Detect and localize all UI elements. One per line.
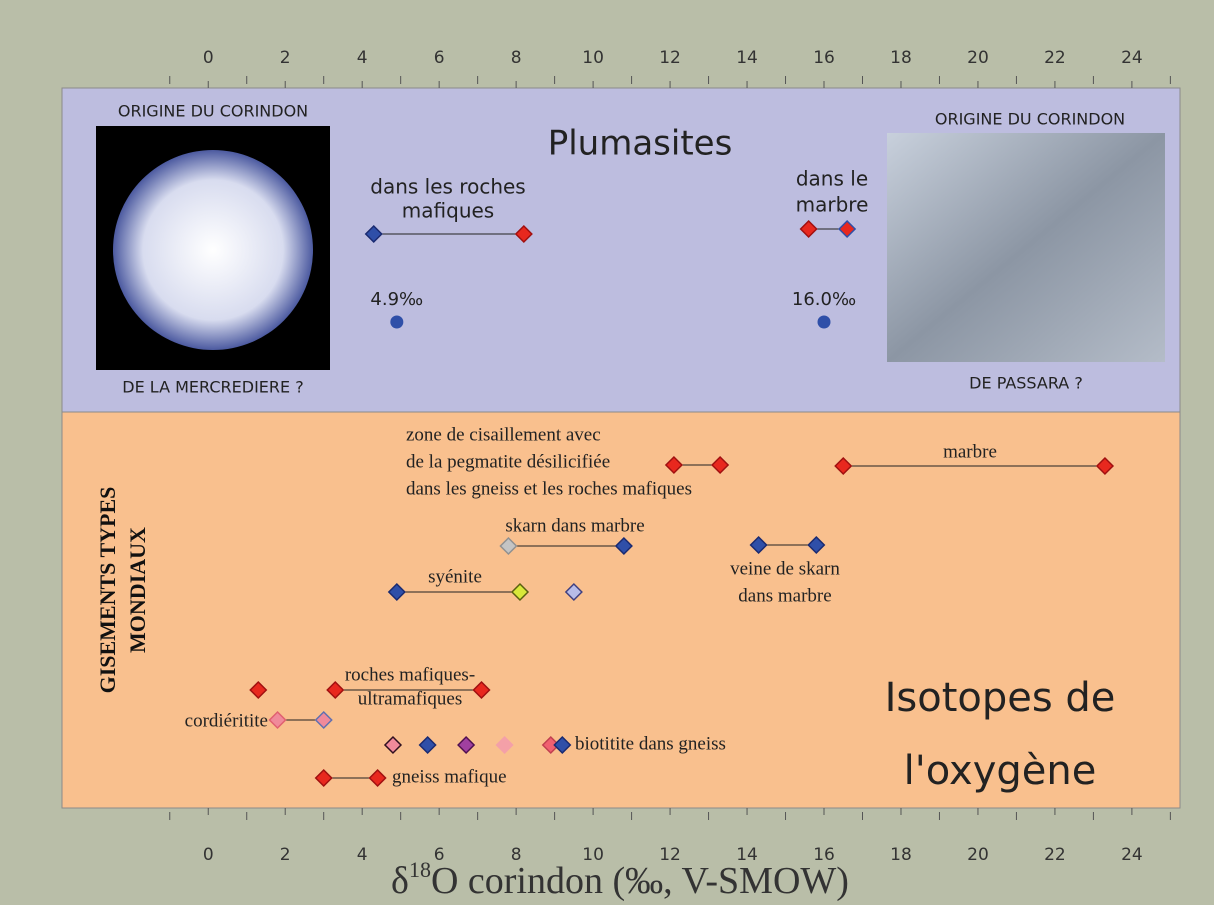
group-label: dans marbre <box>738 585 831 606</box>
data-point <box>314 768 333 788</box>
group-label: dans les gneiss et les roches mafiques <box>406 478 692 499</box>
group-label: syénite <box>428 566 482 587</box>
group-label: skarn dans marbre <box>505 515 644 536</box>
marker-label: 4.9‰ <box>370 289 423 310</box>
data-point <box>614 536 633 556</box>
image-caption: DE PASSARA ? <box>969 374 1083 393</box>
group-label: zone de cisaillement avec <box>406 424 601 445</box>
x-tick-label: 16 <box>813 845 835 865</box>
data-point <box>457 735 476 755</box>
x-tick-label: 22 <box>1044 845 1066 865</box>
group-label: marbre <box>796 193 869 217</box>
marker-label: 16.0‰ <box>792 289 856 310</box>
x-tick-label: 20 <box>967 845 989 865</box>
x-tick-label: 6 <box>434 48 445 68</box>
image-caption: ORIGINE DU CORINDON <box>935 110 1125 129</box>
group-label: marbre <box>943 441 997 462</box>
data-point <box>326 680 345 700</box>
x-axis-label-part: δ <box>391 860 409 902</box>
photo <box>887 133 1165 362</box>
data-point <box>418 735 437 755</box>
data-point <box>1095 456 1115 476</box>
x-tick-label: 14 <box>736 48 758 68</box>
data-point <box>564 582 583 602</box>
data-point <box>807 535 826 555</box>
x-tick-label: 24 <box>1121 845 1143 865</box>
group-label: mafiques <box>402 199 494 223</box>
x-axis-label-part: O corindon (‰, V-SMOW) <box>431 860 849 902</box>
image-caption: ORIGINE DU CORINDON <box>118 102 308 121</box>
group-label: dans les roches <box>370 175 525 199</box>
x-tick-label: 4 <box>357 845 368 865</box>
marker <box>390 315 404 329</box>
group-label: biotitite dans gneiss <box>575 733 726 754</box>
x-tick-label: 4 <box>357 48 368 68</box>
data-point <box>268 710 287 730</box>
data-point <box>249 680 268 700</box>
x-axis-label-part: 18 <box>409 857 431 882</box>
data-point <box>799 219 818 239</box>
data-point <box>834 456 853 476</box>
x-tick-label: 18 <box>890 845 912 865</box>
x-tick-label: 0 <box>203 48 214 68</box>
x-tick-label: 12 <box>659 845 681 865</box>
data-point <box>499 536 518 556</box>
x-tick-label: 2 <box>280 845 291 865</box>
panel <box>61 411 1181 809</box>
x-tick-label: 12 <box>659 48 681 68</box>
x-tick-label: 18 <box>890 48 912 68</box>
x-tick-label: 16 <box>813 48 835 68</box>
data-point <box>749 535 768 555</box>
group-label: de la pegmatite désilicifiée <box>406 451 610 472</box>
x-tick-label: 24 <box>1121 48 1143 68</box>
group-label: roches mafiques- <box>345 664 475 685</box>
group-label: ultramafiques <box>358 688 462 709</box>
data-point <box>314 710 333 730</box>
group-label: veine de skarn <box>730 558 840 579</box>
x-tick-label: 14 <box>736 845 758 865</box>
data-point <box>664 455 683 475</box>
x-axis-label: δ18O corindon (‰, V-SMOW) <box>391 857 849 902</box>
x-tick-label: 22 <box>1044 48 1066 68</box>
data-point <box>510 582 530 602</box>
group-label: gneiss mafique <box>392 766 507 787</box>
image-caption: DE LA MERCREDIERE ? <box>122 378 303 397</box>
side-label: GISEMENTS TYPES <box>95 487 120 694</box>
data-point <box>838 219 857 239</box>
group-label: dans le <box>796 167 868 191</box>
marker <box>817 315 831 329</box>
panel-title: Plumasites <box>548 124 733 164</box>
data-point <box>514 224 533 244</box>
data-point <box>368 768 387 788</box>
x-tick-label: 6 <box>434 845 445 865</box>
data-point <box>553 735 572 755</box>
x-tick-label: 8 <box>511 845 522 865</box>
data-point <box>495 735 514 755</box>
data-point <box>364 224 383 244</box>
x-tick-label: 8 <box>511 48 522 68</box>
x-tick-label: 0 <box>203 845 214 865</box>
data-point <box>711 455 730 475</box>
photo-gem <box>113 150 313 350</box>
group-label: cordiéritite <box>185 710 268 731</box>
x-tick-label: 10 <box>582 845 604 865</box>
x-tick-label: 10 <box>582 48 604 68</box>
data-point <box>383 735 403 755</box>
panel-title: l'oxygène <box>904 748 1097 794</box>
panel-title: Isotopes de <box>885 675 1116 721</box>
data-point <box>472 680 491 700</box>
x-tick-label: 20 <box>967 48 989 68</box>
data-point <box>387 582 406 602</box>
side-label: MONDIAUX <box>125 527 150 653</box>
x-tick-label: 2 <box>280 48 291 68</box>
